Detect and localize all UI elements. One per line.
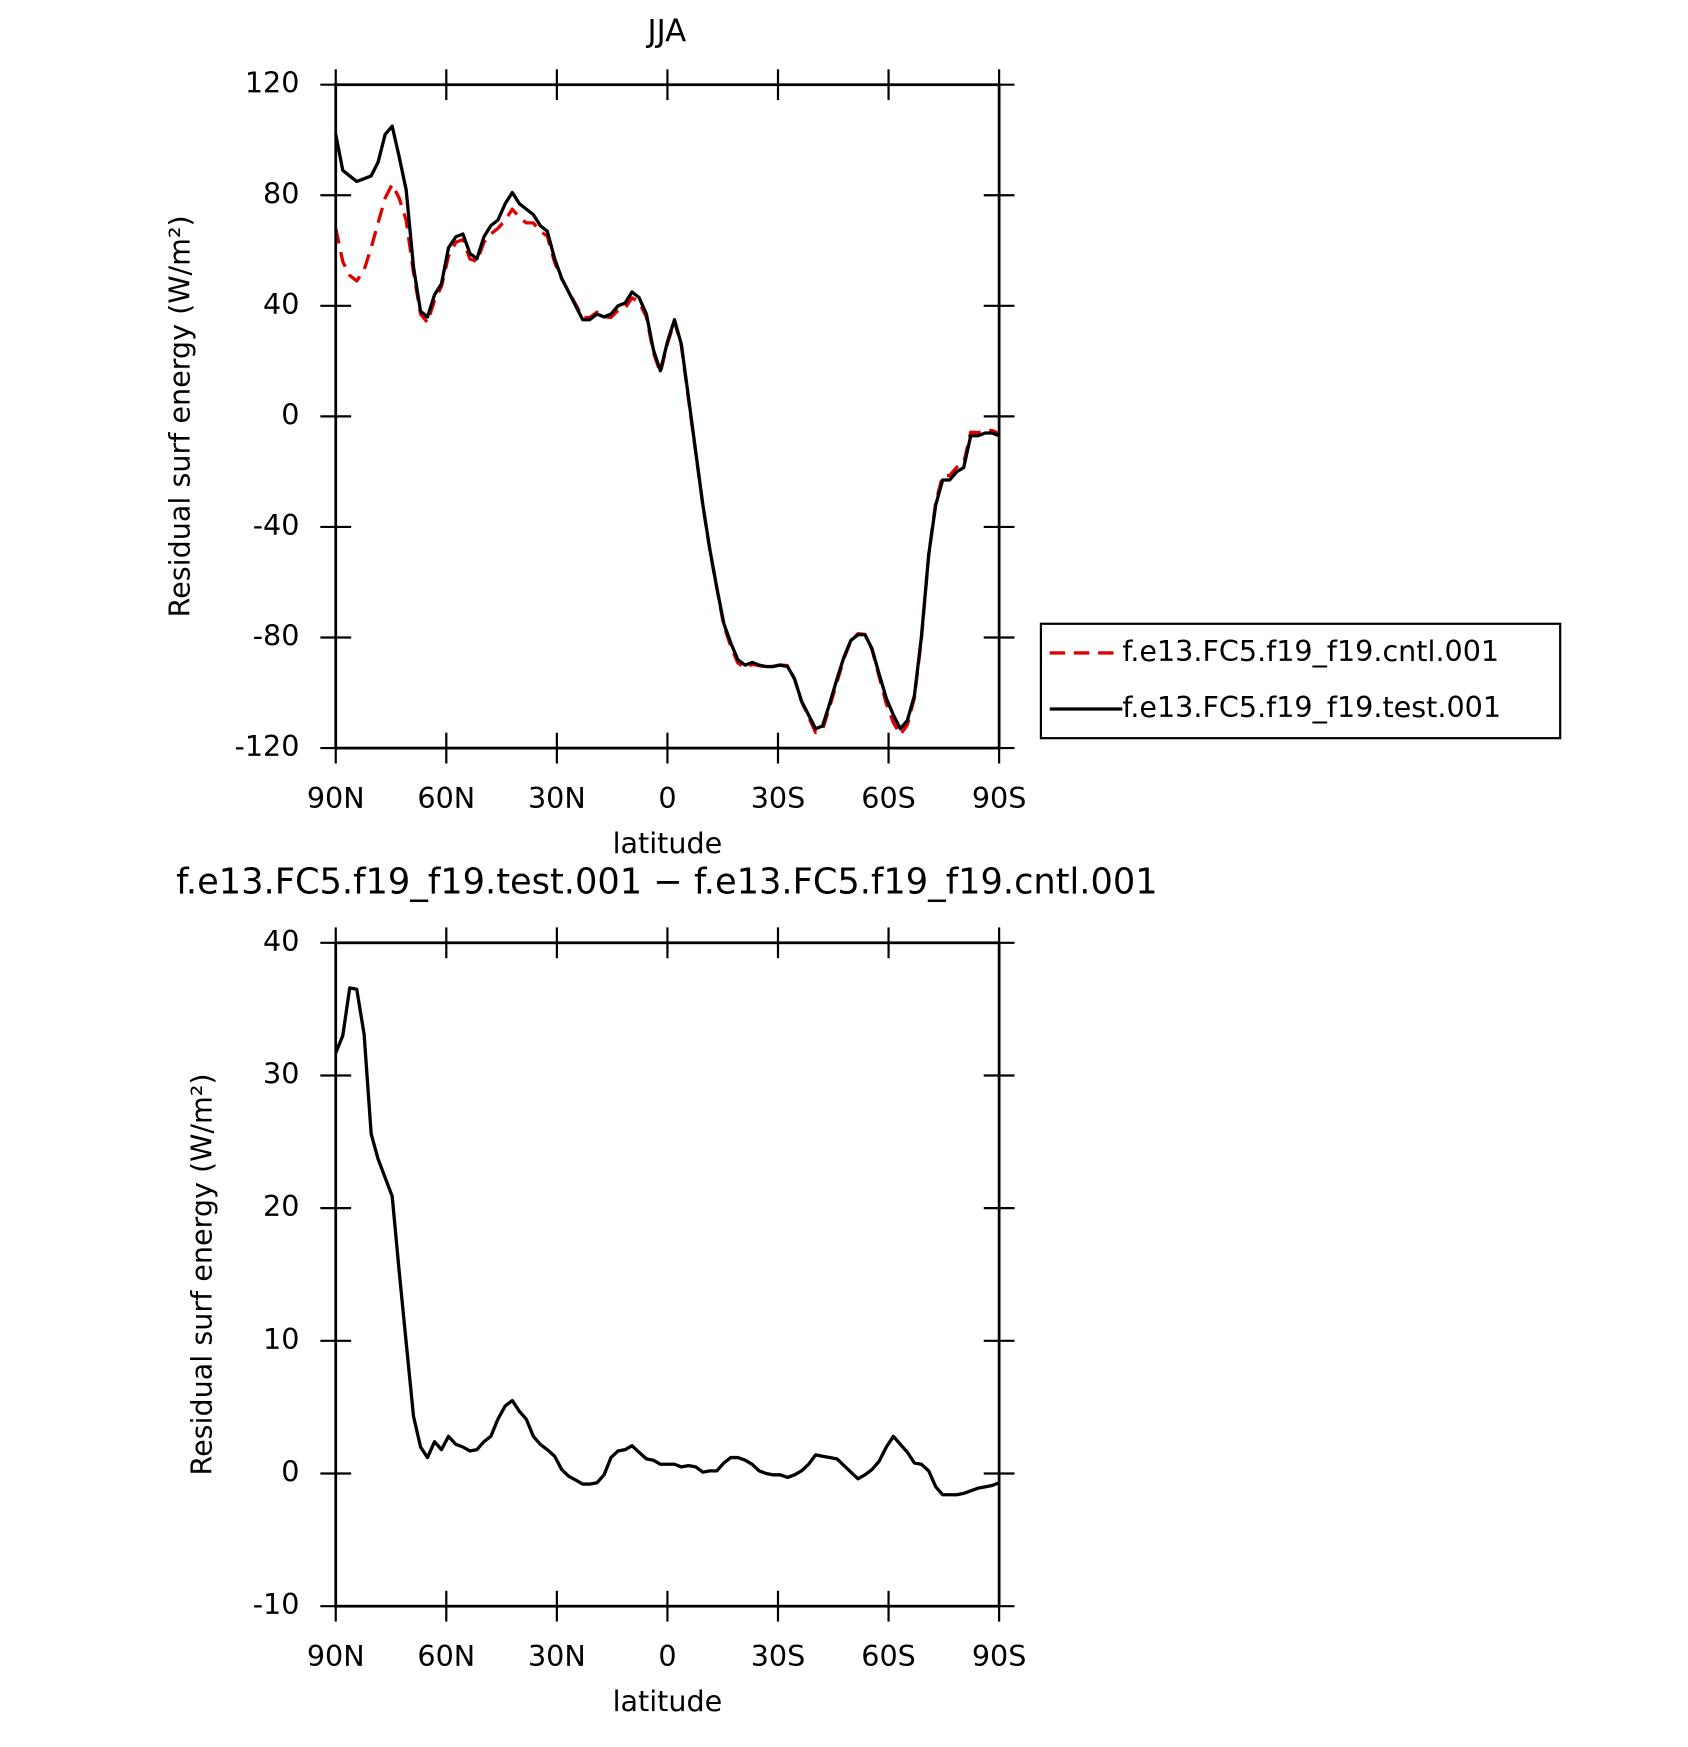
x-tick-label: 60N xyxy=(417,1639,475,1673)
x-tick-label: 90N xyxy=(307,781,365,815)
x-tick-label: 90N xyxy=(307,1639,365,1673)
y-tick-label: 120 xyxy=(245,66,300,100)
y-tick-label: 40 xyxy=(263,287,299,321)
legend: f.e13.FC5.f19_f19.cntl.001 f.e13.FC5.f19_… xyxy=(1039,622,1562,740)
legend-label: f.e13.FC5.f19_f19.cntl.001 xyxy=(1122,634,1499,668)
y-tick-label: -120 xyxy=(235,729,300,763)
x-tick-label: 0 xyxy=(658,1639,676,1673)
chart-title: f.e13.FC5.f19_f19.test.001 − f.e13.FC5.f… xyxy=(176,861,1158,902)
data-line xyxy=(334,124,1000,731)
y-tick-label: 40 xyxy=(263,924,299,958)
x-tick-label: 0 xyxy=(658,781,676,815)
y-tick-label: 80 xyxy=(263,176,299,210)
y-tick-label: 0 xyxy=(281,397,299,431)
y-tick-label: 20 xyxy=(263,1189,299,1223)
x-axis-label: latitude xyxy=(613,1684,723,1718)
y-tick-label: 30 xyxy=(263,1056,299,1090)
chart-title: JJA xyxy=(646,14,687,50)
x-tick-label: 30N xyxy=(528,1639,586,1673)
plot-frame xyxy=(334,83,1001,750)
x-tick-label: 60S xyxy=(861,1639,916,1673)
y-tick-label: 10 xyxy=(263,1322,299,1356)
x-tick-label: 60S xyxy=(861,781,916,815)
x-tick-label: 90S xyxy=(972,781,1027,815)
x-tick-label: 90S xyxy=(972,1639,1027,1673)
data-line xyxy=(334,182,1000,737)
y-tick-label: -40 xyxy=(253,508,300,542)
y-tick-label: -10 xyxy=(253,1587,300,1621)
x-tick-label: 30S xyxy=(751,1639,806,1673)
x-axis-label: latitude xyxy=(613,826,723,860)
x-tick-label: 60N xyxy=(417,781,475,815)
x-tick-label: 30S xyxy=(751,781,806,815)
legend-label: f.e13.FC5.f19_f19.test.001 xyxy=(1122,690,1501,724)
plot-frame xyxy=(334,941,1001,1608)
y-axis-label: Residual surf energy (W/m²) xyxy=(163,215,197,617)
legend-box xyxy=(1039,622,1562,740)
y-axis-label: Residual surf energy (W/m²) xyxy=(185,1073,219,1475)
y-tick-label: -80 xyxy=(253,619,300,653)
y-tick-label: 0 xyxy=(281,1455,299,1489)
data-line xyxy=(334,986,1000,1497)
x-tick-label: 30N xyxy=(528,781,586,815)
